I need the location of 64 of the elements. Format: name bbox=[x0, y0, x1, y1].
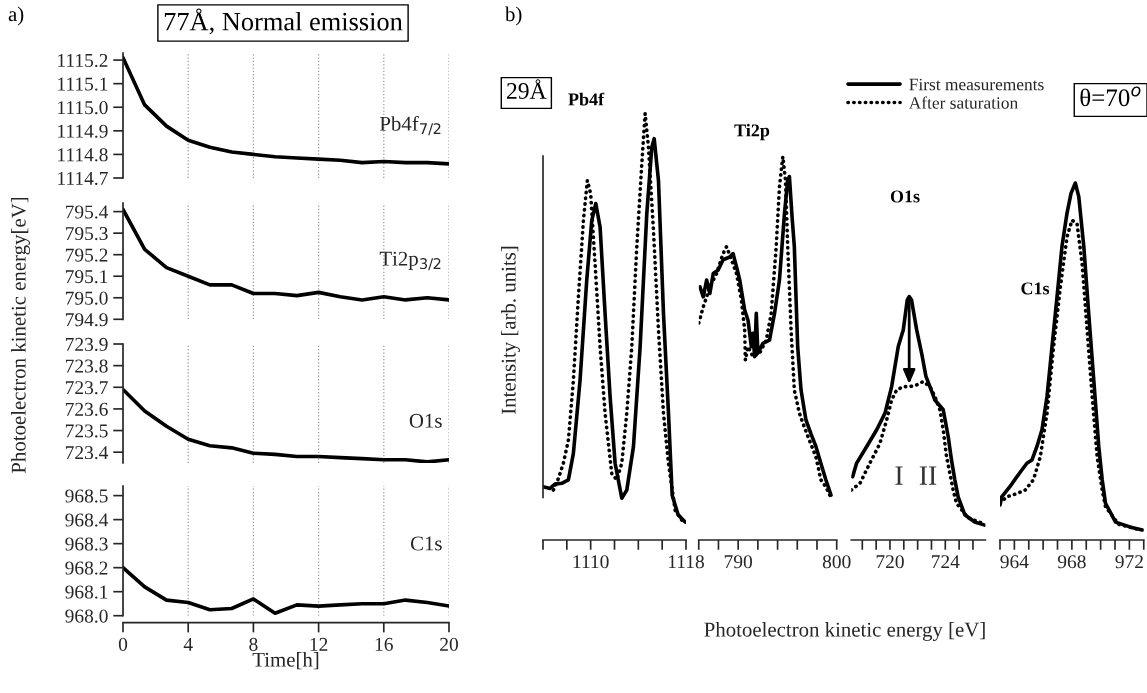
annotation: I bbox=[895, 466, 903, 485]
y-tick-label: 968.1 bbox=[65, 585, 108, 599]
y-tick-label: 1115.1 bbox=[58, 77, 108, 91]
y-tick-label: 968.2 bbox=[65, 561, 108, 575]
y-tick-label: 1114.7 bbox=[58, 171, 108, 186]
y-tick-label: 1115.0 bbox=[58, 101, 108, 115]
x-tick-label: 1118 bbox=[669, 555, 704, 569]
text: a) bbox=[8, 6, 24, 26]
annotation: C1s bbox=[1021, 282, 1050, 295]
y-tick-label: 1115.2 bbox=[58, 53, 108, 68]
x-tick-label: 16 bbox=[375, 637, 393, 651]
y-tick-label: 795.0 bbox=[65, 291, 108, 305]
x-axis-title: Time[h] bbox=[252, 652, 319, 670]
y-tick-label: 723.5 bbox=[65, 424, 108, 438]
series-label: O1s bbox=[409, 413, 442, 428]
x-axis-title: Photoelectron kinetic energy [eV] bbox=[704, 622, 985, 641]
x-tick-label: 968 bbox=[1057, 555, 1086, 569]
y-tick-label: 723.4 bbox=[65, 446, 109, 460]
x-tick-label: 964 bbox=[1000, 555, 1029, 569]
y-tick-label: 1114.8 bbox=[58, 148, 108, 162]
x-tick-label: 790 bbox=[724, 555, 753, 569]
y-tick-label: 968.4 bbox=[65, 513, 109, 527]
annotation: II bbox=[919, 466, 937, 485]
y-tick-label: 795.1 bbox=[65, 270, 108, 284]
series-label: Pb4f$_{7/2}$ bbox=[379, 115, 441, 136]
x-tick-label: 0 bbox=[118, 637, 128, 651]
x-tick-label: 20 bbox=[440, 637, 458, 651]
y-tick-label: 723.7 bbox=[65, 381, 108, 395]
text: C1s bbox=[410, 536, 442, 551]
x-tick-label: 972 bbox=[1115, 555, 1143, 569]
legend-label: After saturation bbox=[908, 96, 1018, 109]
x-tick-label: 1110 bbox=[573, 555, 609, 569]
y-tick-label: 795.4 bbox=[65, 205, 109, 219]
y-tick-label: 968.3 bbox=[65, 537, 108, 551]
y-tick-label: 795.2 bbox=[65, 248, 108, 262]
x-tick-label: 12 bbox=[310, 637, 328, 651]
x-tick-label: 724 bbox=[931, 555, 960, 569]
text: b) bbox=[505, 6, 522, 26]
text: 29Å bbox=[507, 79, 547, 99]
line-series bbox=[123, 55, 449, 166]
y-tick-label: 1114.9 bbox=[58, 124, 108, 138]
y-tick-label: 968.0 bbox=[65, 609, 108, 623]
y-tick-label: 794.9 bbox=[65, 313, 108, 327]
x-tick-label: 4 bbox=[183, 637, 193, 651]
text: 77Å, Normal emission bbox=[164, 8, 403, 35]
x-tick-label: 8 bbox=[249, 637, 258, 651]
y-axis-title: Photoelectron kinetic energy[eV] bbox=[11, 197, 30, 474]
text: Pb4f bbox=[568, 92, 605, 106]
y-tick-label: 723.9 bbox=[65, 337, 108, 352]
line-series bbox=[123, 387, 449, 463]
line-series bbox=[123, 207, 449, 302]
x-tick-label: 800 bbox=[822, 555, 851, 569]
line-series bbox=[123, 565, 449, 616]
text: O1s bbox=[890, 190, 920, 203]
series-label: Ti2p$_{3/2}$ bbox=[379, 251, 441, 271]
y-tick-label: 968.5 bbox=[65, 489, 108, 503]
text: Ti2p bbox=[734, 123, 770, 141]
y-tick-label: 723.8 bbox=[65, 359, 108, 373]
legend-label: First measurements bbox=[909, 78, 1044, 91]
x-tick-label: 720 bbox=[876, 555, 904, 569]
y-axis-title: Intensity [arb. units] bbox=[501, 246, 520, 415]
text: θ=70$^{o}$ bbox=[1080, 86, 1141, 107]
y-tick-label: 795.3 bbox=[65, 227, 108, 241]
y-tick-label: 723.6 bbox=[65, 402, 108, 416]
